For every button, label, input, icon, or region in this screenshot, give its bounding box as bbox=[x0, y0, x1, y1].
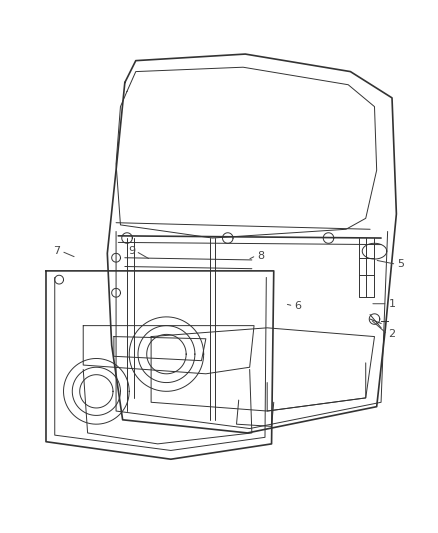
Text: 9: 9 bbox=[128, 246, 135, 256]
Text: 2: 2 bbox=[389, 329, 396, 340]
Text: 7: 7 bbox=[53, 246, 60, 256]
Text: 6: 6 bbox=[294, 301, 301, 311]
Text: 5: 5 bbox=[397, 260, 404, 269]
Text: 1: 1 bbox=[389, 298, 396, 309]
Text: 8: 8 bbox=[257, 251, 264, 261]
